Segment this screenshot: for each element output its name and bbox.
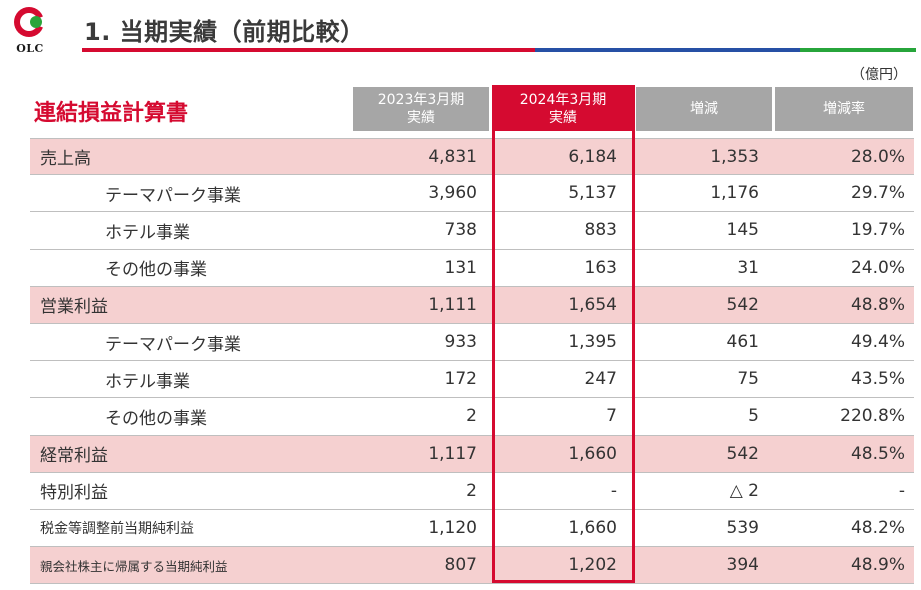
column-header-change-rate: 増減率 — [775, 87, 913, 131]
cell-change-rate: 48.9% — [850, 555, 905, 576]
cell-fy2023: 738 — [444, 220, 477, 241]
cell-change-rate: 48.2% — [850, 517, 905, 538]
row-label: 経常利益 — [40, 446, 108, 467]
table-row-ordinary-income: 経常利益 1,117 1,660 542 48.5% — [30, 435, 914, 473]
column-header-line1: 増減 — [690, 100, 718, 117]
column-header-fy2023: 2023年3月期 実績 — [353, 87, 489, 131]
cell-change-rate: 48.8% — [850, 294, 905, 315]
cell-change: 5 — [748, 406, 759, 427]
table-row-operating-income: 営業利益 1,111 1,654 542 48.8% — [30, 286, 914, 324]
cell-fy2024: 247 — [584, 369, 617, 390]
olc-logo: OLC — [8, 6, 52, 55]
cell-change-rate: - — [898, 480, 905, 501]
underline-green — [800, 48, 916, 52]
cell-fy2023: 3,960 — [428, 183, 477, 204]
table-row-oi-hotel: ホテル事業 172 247 75 43.5% — [30, 361, 914, 399]
cell-fy2023: 172 — [444, 369, 477, 390]
cell-change: △ 2 — [729, 480, 759, 501]
olc-logo-icon — [14, 7, 46, 37]
table-row-income-before-taxes: 税金等調整前当期純利益 1,120 1,660 539 48.2% — [30, 510, 914, 548]
cell-change-rate: 43.5% — [850, 369, 905, 390]
column-header-line1: 2024年3月期 — [519, 91, 607, 108]
underline-red — [82, 48, 535, 52]
underline-blue — [535, 48, 800, 52]
cell-change-rate: 29.7% — [850, 183, 905, 204]
cell-fy2023: 2 — [466, 406, 477, 427]
page-title: 1. 当期実績（前期比較） — [84, 18, 365, 46]
cell-fy2024: 883 — [584, 220, 617, 241]
row-label: 売上高 — [40, 149, 91, 170]
cell-fy2023: 807 — [444, 555, 477, 576]
cell-change: 539 — [726, 517, 759, 538]
cell-fy2024: 1,660 — [568, 517, 617, 538]
column-header-fy2024: 2024年3月期 実績 — [494, 87, 632, 131]
table-title: 連結損益計算書 — [34, 101, 189, 126]
table-row-net-income: 親会社株主に帰属する当期純利益 807 1,202 394 48.9% — [30, 547, 914, 585]
cell-fy2024: 1,660 — [568, 443, 617, 464]
column-header-line2: 実績 — [549, 110, 577, 126]
row-label: 営業利益 — [40, 297, 108, 318]
cell-fy2024: - — [610, 480, 617, 501]
cell-fy2023: 1,111 — [428, 294, 477, 315]
table-row-extraordinary-income: 特別利益 2 - △ 2 - — [30, 473, 914, 510]
table-row-net-sales: 売上高 4,831 6,184 1,353 28.0% — [30, 138, 914, 176]
row-label: ホテル事業 — [105, 222, 190, 243]
column-header-line1: 2023年3月期 — [377, 91, 465, 108]
cell-change: 394 — [726, 555, 759, 576]
cell-fy2024: 1,395 — [568, 332, 617, 353]
row-label: 親会社株主に帰属する当期純利益 — [40, 558, 228, 574]
logo-text: OLC — [16, 42, 44, 55]
column-header-change: 増減 — [636, 87, 772, 131]
cell-change: 1,176 — [710, 183, 759, 204]
row-label: その他の事業 — [105, 260, 207, 281]
cell-change-rate: 28.0% — [850, 146, 905, 167]
cell-change-rate: 24.0% — [850, 257, 905, 278]
cell-fy2024: 1,654 — [568, 294, 617, 315]
row-label: ホテル事業 — [105, 371, 190, 392]
row-label: 税金等調整前当期純利益 — [40, 520, 194, 537]
row-label: テーマパーク事業 — [105, 334, 241, 355]
cell-change: 145 — [726, 220, 759, 241]
cell-fy2023: 1,120 — [428, 517, 477, 538]
cell-fy2023: 1,117 — [428, 443, 477, 464]
table-row-sales-other: その他の事業 131 163 31 24.0% — [30, 250, 914, 287]
cell-change-rate: 49.4% — [850, 332, 905, 353]
cell-fy2024: 5,137 — [568, 183, 617, 204]
cell-change: 542 — [726, 443, 759, 464]
row-label: テーマパーク事業 — [105, 185, 241, 206]
cell-fy2023: 2 — [466, 480, 477, 501]
row-label: その他の事業 — [105, 408, 207, 429]
cell-change: 31 — [737, 257, 759, 278]
title-underline — [82, 48, 916, 52]
cell-change: 75 — [737, 369, 759, 390]
table-row-oi-theme-park: テーマパーク事業 933 1,395 461 49.4% — [30, 324, 914, 362]
cell-change: 542 — [726, 294, 759, 315]
cell-fy2024: 6,184 — [568, 146, 617, 167]
table-row-sales-hotel: ホテル事業 738 883 145 19.7% — [30, 212, 914, 250]
cell-change-rate: 19.7% — [850, 220, 905, 241]
table-row-sales-theme-park: テーマパーク事業 3,960 5,137 1,176 29.7% — [30, 175, 914, 213]
cell-change-rate: 48.5% — [850, 443, 905, 464]
cell-change: 461 — [726, 332, 759, 353]
cell-fy2024: 163 — [584, 257, 617, 278]
cell-fy2024: 7 — [606, 406, 617, 427]
cell-fy2023: 4,831 — [428, 146, 477, 167]
row-label: 特別利益 — [40, 483, 108, 504]
cell-fy2023: 131 — [444, 257, 477, 278]
cell-change: 1,353 — [710, 146, 759, 167]
cell-change-rate: 220.8% — [840, 406, 905, 427]
unit-label: （億円） — [851, 67, 907, 83]
cell-fy2024: 1,202 — [568, 555, 617, 576]
cell-fy2023: 933 — [444, 332, 477, 353]
column-header-line1: 増減率 — [823, 100, 865, 117]
table-row-oi-other: その他の事業 2 7 5 220.8% — [30, 398, 914, 436]
income-statement-table: 売上高 4,831 6,184 1,353 28.0% テーマパーク事業 3,9… — [30, 138, 914, 585]
column-header-line2: 実績 — [407, 110, 435, 126]
